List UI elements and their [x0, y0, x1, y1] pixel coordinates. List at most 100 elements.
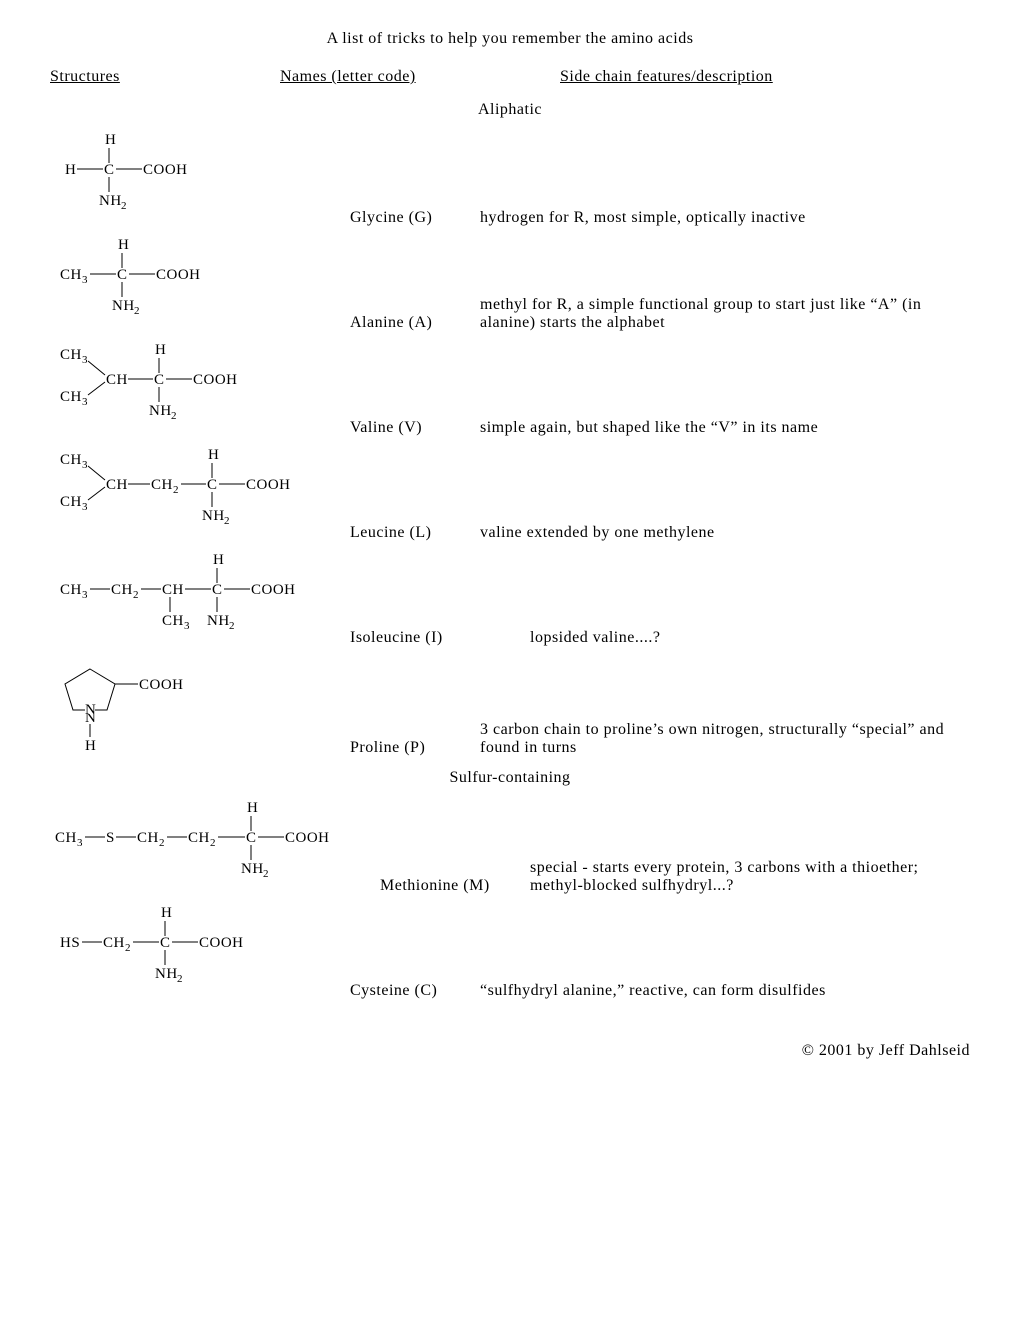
svg-text:2: 2 — [159, 837, 165, 849]
header-desc: Side chain features/description — [560, 68, 970, 86]
page-title: A list of tricks to help you remember th… — [50, 30, 970, 48]
svg-text:COOH: COOH — [251, 582, 296, 598]
row-isoleucine: CH3 CH2 CH CH3 H C COOH NH2 Isoleucine (… — [50, 549, 970, 649]
column-headers: Structures Names (letter code) Side chai… — [50, 68, 970, 86]
header-names: Names (letter code) — [280, 68, 560, 86]
svg-text:COOH: COOH — [246, 477, 291, 493]
svg-text:2: 2 — [171, 410, 177, 422]
svg-text:CH: CH — [55, 830, 77, 846]
svg-text:2: 2 — [173, 484, 179, 496]
svg-text:CH: CH — [60, 582, 82, 598]
svg-text:H: H — [155, 342, 166, 358]
svg-text:3: 3 — [82, 354, 88, 366]
svg-text:CH: CH — [162, 582, 184, 598]
desc-alanine: methyl for R, a simple functional group … — [480, 296, 970, 334]
structure-glycine: H H C COOH NH2 — [50, 129, 350, 229]
svg-text:H: H — [247, 800, 258, 816]
svg-text:CH: CH — [188, 830, 210, 846]
row-valine: CH3 CH3 CH H C COOH NH2 Valine (V) simpl… — [50, 339, 970, 439]
desc-isoleucine: lopsided valine....? — [500, 629, 970, 649]
svg-text:NH: NH — [112, 298, 135, 314]
svg-text:N: N — [85, 702, 96, 718]
svg-text:C: C — [154, 372, 165, 388]
name-isoleucine: Isoleucine (I) — [350, 629, 500, 649]
name-alanine: Alanine (A) — [350, 314, 480, 334]
row-alanine: H CH3 C COOH NH2 Alanine (A) methyl for … — [50, 234, 970, 334]
svg-text:3: 3 — [82, 274, 88, 286]
svg-text:CH: CH — [151, 477, 173, 493]
desc-leucine: valine extended by one methylene — [480, 524, 970, 544]
svg-text:COOH: COOH — [156, 267, 201, 283]
structure-cysteine: HS CH2 H C COOH NH2 — [50, 902, 350, 1002]
svg-text:H: H — [85, 738, 96, 754]
svg-text:3: 3 — [184, 620, 190, 632]
desc-valine: simple again, but shaped like the “V” in… — [480, 419, 970, 439]
svg-text:NH: NH — [207, 613, 230, 629]
svg-text:COOH: COOH — [199, 935, 244, 951]
svg-text:C: C — [160, 935, 171, 951]
row-cysteine: HS CH2 H C COOH NH2 Cysteine (C) “sulfhy… — [50, 902, 970, 1002]
svg-text:3: 3 — [82, 501, 88, 513]
svg-text:NH: NH — [149, 403, 172, 419]
svg-text:COOH: COOH — [143, 162, 188, 178]
svg-text:3: 3 — [82, 589, 88, 601]
svg-text:HS: HS — [60, 935, 80, 951]
svg-text:2: 2 — [224, 515, 230, 527]
svg-text:H: H — [208, 447, 219, 463]
name-methionine: Methionine (M) — [380, 877, 530, 897]
svg-text:2: 2 — [177, 973, 183, 985]
svg-text:2: 2 — [121, 200, 127, 212]
row-proline: COOH N H N Proline (P) 3 carbon chain to… — [50, 654, 970, 759]
structure-valine: CH3 CH3 CH H C COOH NH2 — [50, 339, 350, 439]
category-aliphatic: Aliphatic — [50, 101, 970, 119]
header-structures: Structures — [50, 68, 280, 86]
svg-text:CH: CH — [60, 389, 82, 405]
desc-glycine: hydrogen for R, most simple, optically i… — [480, 209, 970, 229]
svg-text:NH: NH — [155, 966, 178, 982]
svg-text:CH: CH — [103, 935, 125, 951]
svg-text:2: 2 — [263, 868, 269, 880]
row-glycine: H H C COOH NH2 Glycine (G) hydrogen for … — [50, 129, 970, 229]
svg-text:2: 2 — [210, 837, 216, 849]
row-leucine: CH3 CH3 CH CH2 H C COOH NH2 Leucine (L) … — [50, 444, 970, 544]
svg-text:CH: CH — [137, 830, 159, 846]
svg-text:C: C — [246, 830, 257, 846]
svg-text:2: 2 — [134, 305, 140, 317]
svg-text:COOH: COOH — [139, 677, 184, 693]
svg-text:CH: CH — [60, 267, 82, 283]
svg-text:NH: NH — [241, 861, 264, 877]
svg-text:2: 2 — [229, 620, 235, 632]
name-cysteine: Cysteine (C) — [350, 982, 480, 1002]
structure-methionine: CH3 S CH2 CH2 H C COOH NH2 — [50, 797, 380, 897]
svg-text:CH: CH — [106, 477, 128, 493]
svg-text:CH: CH — [162, 613, 184, 629]
desc-cysteine: “sulfhydryl alanine,” reactive, can form… — [480, 982, 970, 1002]
svg-text:C: C — [104, 162, 115, 178]
svg-text:COOH: COOH — [285, 830, 330, 846]
name-valine: Valine (V) — [350, 419, 480, 439]
svg-text:CH: CH — [111, 582, 133, 598]
svg-text:NH: NH — [99, 193, 122, 209]
svg-text:3: 3 — [82, 396, 88, 408]
name-proline: Proline (P) — [350, 739, 480, 759]
svg-text:H: H — [105, 132, 116, 148]
structure-alanine: H CH3 C COOH NH2 — [50, 234, 350, 334]
svg-text:H: H — [65, 162, 76, 178]
svg-text:C: C — [207, 477, 218, 493]
svg-text:H: H — [213, 552, 224, 568]
svg-text:C: C — [117, 267, 128, 283]
desc-proline: 3 carbon chain to proline’s own nitrogen… — [480, 721, 970, 759]
svg-text:CH: CH — [60, 452, 82, 468]
svg-text:H: H — [161, 905, 172, 921]
svg-text:COOH: COOH — [193, 372, 238, 388]
svg-text:H: H — [118, 237, 129, 253]
structure-proline: COOH N H N — [50, 654, 350, 759]
category-sulfur: Sulfur-containing — [50, 769, 970, 787]
svg-text:CH: CH — [106, 372, 128, 388]
desc-methionine: special - starts every protein, 3 carbon… — [530, 859, 970, 897]
svg-text:2: 2 — [125, 942, 131, 954]
svg-text:S: S — [106, 830, 115, 846]
svg-text:CH: CH — [60, 494, 82, 510]
row-methionine: CH3 S CH2 CH2 H C COOH NH2 Methionine (M… — [50, 797, 970, 897]
svg-text:NH: NH — [202, 508, 225, 524]
